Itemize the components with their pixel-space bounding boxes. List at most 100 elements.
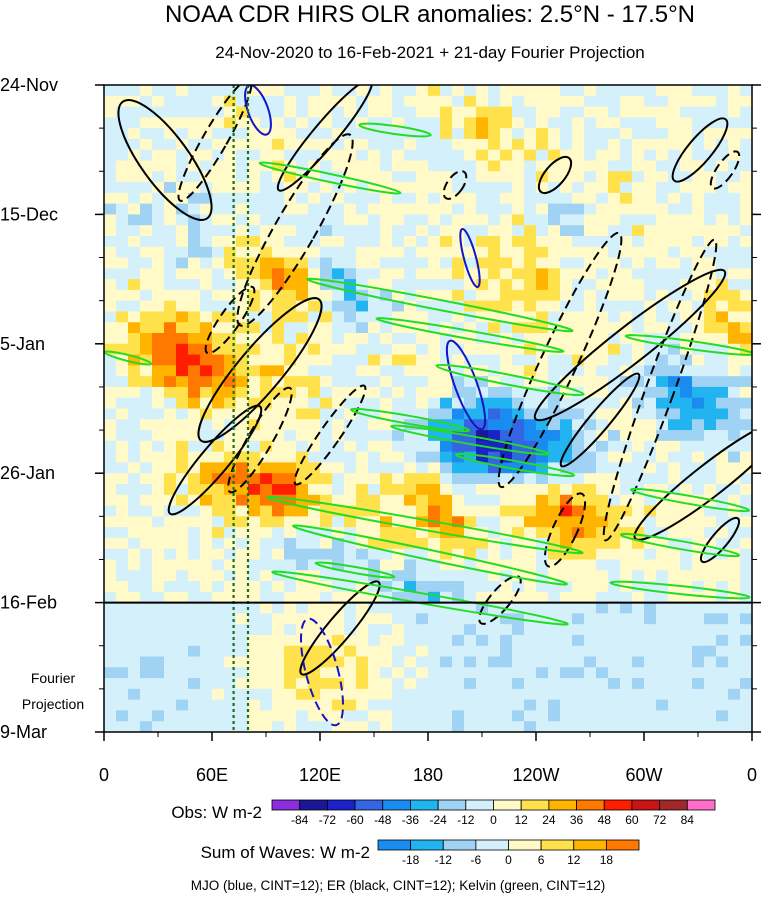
anomaly-cell bbox=[356, 505, 369, 517]
anomaly-cell bbox=[572, 419, 585, 431]
anomaly-cell bbox=[356, 149, 369, 162]
anomaly-cell bbox=[116, 494, 129, 507]
anomaly-cell bbox=[488, 322, 501, 334]
anomaly-cell bbox=[368, 214, 381, 226]
anomaly-cell bbox=[320, 473, 333, 485]
anomaly-cell bbox=[572, 214, 585, 226]
anomaly-cell bbox=[692, 451, 705, 464]
anomaly-cell bbox=[152, 678, 165, 690]
anomaly-cell bbox=[428, 322, 441, 334]
anomaly-cell bbox=[428, 268, 441, 280]
anomaly-cell bbox=[428, 451, 441, 464]
anomaly-cell bbox=[740, 602, 752, 614]
anomaly-cell bbox=[584, 581, 597, 593]
anomaly-cell bbox=[380, 505, 393, 517]
anomaly-cell bbox=[224, 343, 237, 356]
anomaly-cell bbox=[416, 570, 429, 582]
anomaly-cell bbox=[704, 95, 717, 108]
anomaly-cell bbox=[464, 440, 477, 453]
anomaly-cell bbox=[644, 710, 657, 722]
anomaly-cell bbox=[320, 656, 333, 668]
anomaly-cell bbox=[176, 268, 189, 280]
anomaly-cell bbox=[404, 333, 417, 345]
anomaly-cell bbox=[560, 257, 573, 269]
anomaly-cell bbox=[716, 354, 729, 366]
anomaly-cell bbox=[344, 688, 357, 701]
anomaly-cell bbox=[140, 419, 153, 431]
anomaly-cell bbox=[116, 473, 129, 485]
anomaly-cell bbox=[104, 667, 117, 679]
anomaly-cell bbox=[620, 591, 633, 604]
anomaly-cell bbox=[260, 354, 273, 366]
anomaly-cell bbox=[632, 203, 645, 215]
anomaly-cell bbox=[116, 106, 129, 118]
anomaly-cell bbox=[416, 354, 429, 366]
anomaly-cell bbox=[224, 440, 237, 453]
anomaly-cell bbox=[272, 354, 285, 366]
anomaly-cell bbox=[728, 548, 741, 561]
anomaly-cell bbox=[560, 354, 573, 366]
anomaly-cell bbox=[260, 225, 273, 237]
anomaly-cell bbox=[440, 667, 453, 679]
anomaly-cell bbox=[512, 408, 525, 420]
anomaly-cell bbox=[200, 667, 213, 679]
anomaly-cell bbox=[284, 505, 297, 517]
anomaly-cell bbox=[524, 268, 537, 280]
anomaly-cell bbox=[416, 160, 429, 172]
anomaly-cell bbox=[416, 699, 429, 712]
waves-colorbar: Sum of Waves: W m-2 -18 -12 -6 0 6 12 18 bbox=[201, 839, 640, 867]
anomaly-cell bbox=[380, 699, 393, 712]
anomaly-cell bbox=[476, 128, 489, 140]
anomaly-cell bbox=[200, 397, 213, 410]
anomaly-cell bbox=[248, 624, 261, 636]
anomaly-cell bbox=[416, 85, 429, 97]
anomaly-cell bbox=[656, 451, 669, 464]
anomaly-cell bbox=[740, 527, 752, 539]
anomaly-cell bbox=[452, 149, 465, 162]
anomaly-cell bbox=[644, 645, 657, 658]
anomaly-cell bbox=[596, 268, 609, 280]
waves-colorbar-level-label: -12 bbox=[435, 853, 453, 867]
anomaly-cell bbox=[248, 376, 261, 388]
anomaly-cell bbox=[692, 95, 705, 108]
anomaly-cell bbox=[584, 289, 597, 302]
anomaly-cell bbox=[224, 667, 237, 679]
anomaly-cell bbox=[176, 322, 189, 334]
anomaly-cell bbox=[224, 95, 237, 108]
anomaly-cell bbox=[704, 354, 717, 366]
anomaly-cell bbox=[692, 408, 705, 420]
anomaly-cell bbox=[560, 289, 573, 302]
anomaly-cell bbox=[692, 710, 705, 722]
anomaly-cell bbox=[536, 440, 549, 453]
waves-colorbar-swatch bbox=[410, 839, 444, 851]
anomaly-cell bbox=[560, 149, 573, 162]
anomaly-cell bbox=[104, 376, 117, 388]
anomaly-cell bbox=[308, 678, 321, 690]
anomaly-cell bbox=[680, 645, 693, 658]
anomaly-cell bbox=[728, 386, 741, 399]
anomaly-cell bbox=[536, 473, 549, 485]
anomaly-cell bbox=[500, 128, 513, 140]
anomaly-cell bbox=[740, 117, 752, 129]
anomaly-cell bbox=[476, 235, 489, 248]
anomaly-cell bbox=[284, 634, 297, 647]
anomaly-cell bbox=[104, 149, 117, 162]
anomaly-cell bbox=[704, 386, 717, 399]
anomaly-cell bbox=[128, 678, 141, 690]
anomaly-cell bbox=[644, 721, 657, 732]
anomaly-cell bbox=[392, 149, 405, 162]
anomaly-cell bbox=[668, 192, 681, 205]
anomaly-cell bbox=[572, 311, 585, 323]
anomaly-cell bbox=[548, 182, 561, 194]
anomaly-cell bbox=[692, 494, 705, 507]
anomaly-cell bbox=[416, 322, 429, 334]
anomaly-cell bbox=[596, 537, 609, 550]
anomaly-cell bbox=[140, 182, 153, 194]
anomaly-cell bbox=[380, 192, 393, 205]
anomaly-cell bbox=[380, 570, 393, 582]
anomaly-cell bbox=[704, 559, 717, 571]
anomaly-cell bbox=[464, 667, 477, 679]
anomaly-cell bbox=[296, 710, 309, 722]
anomaly-cell bbox=[500, 527, 513, 539]
anomaly-cell bbox=[380, 656, 393, 668]
